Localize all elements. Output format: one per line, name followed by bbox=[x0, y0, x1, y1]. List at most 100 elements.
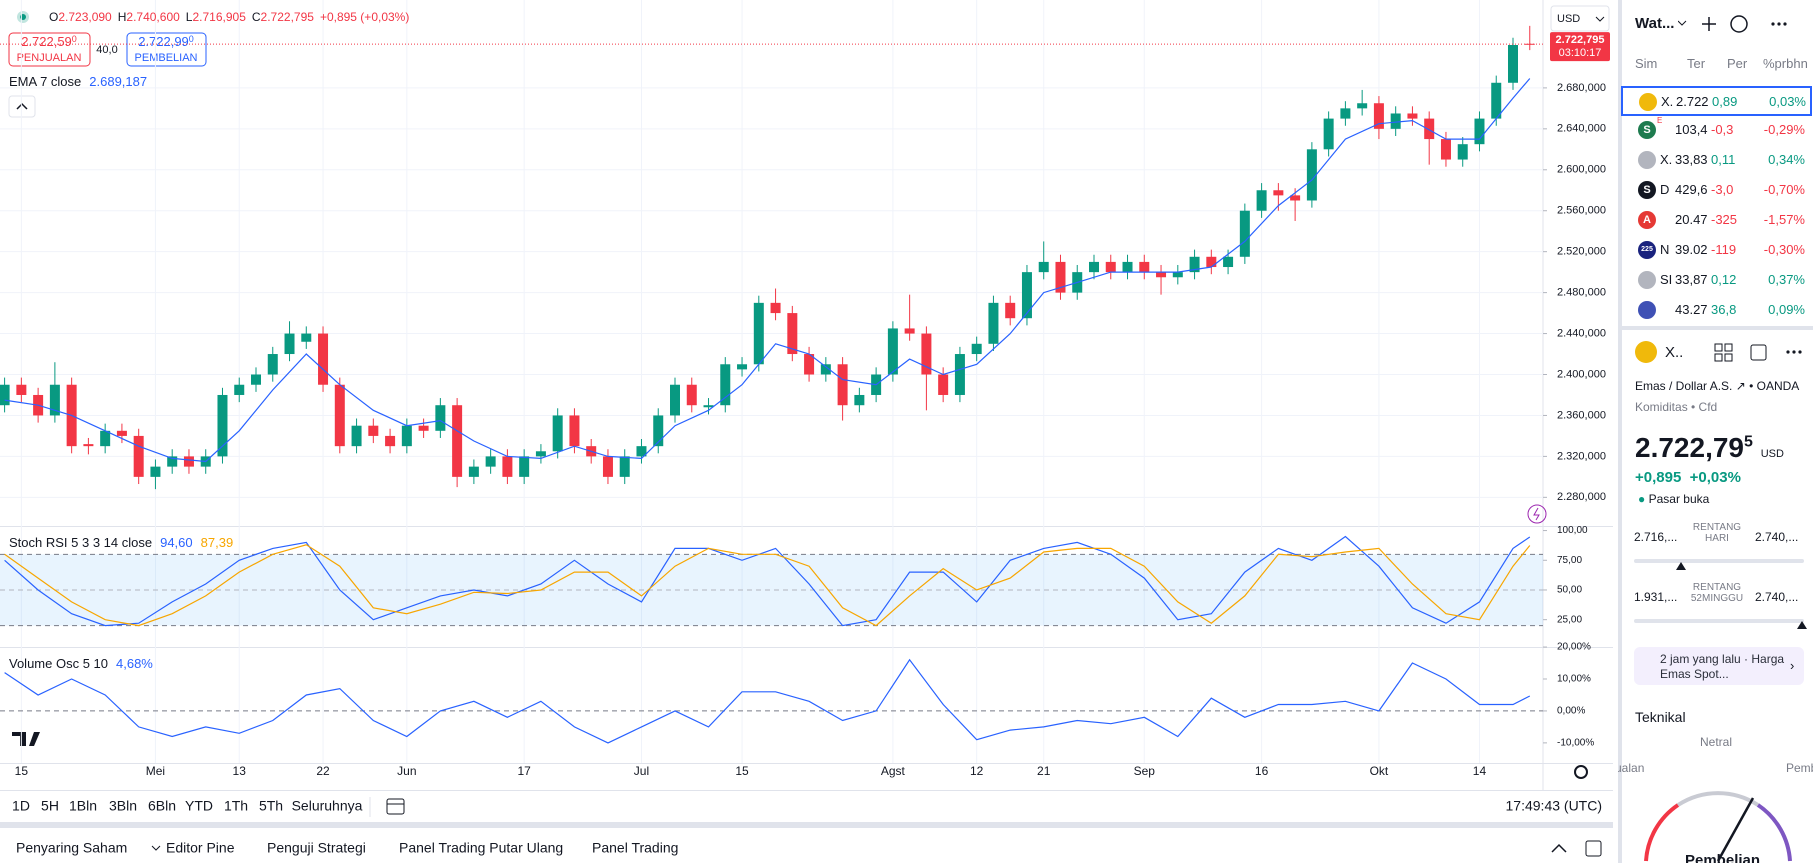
candle-body bbox=[1239, 210, 1250, 257]
column-header[interactable]: Sim bbox=[1635, 56, 1658, 71]
ohlc-key: L bbox=[186, 10, 193, 24]
gauge bbox=[1644, 791, 1792, 862]
watchlist-row[interactable]: SI 33,87 0,12 0,37% bbox=[1622, 266, 1809, 292]
row-change-pct: -0,30% bbox=[1763, 242, 1805, 257]
y-tick-label: 50,00 bbox=[1557, 585, 1582, 596]
watchlist-row[interactable]: 43.27 36,8 0,09% bbox=[1622, 296, 1809, 322]
timeframe-button[interactable]: 3Bln bbox=[109, 798, 137, 814]
collapse-button[interactable] bbox=[8, 95, 36, 118]
watchlist-row[interactable]: S D 429,6 -3,0 -0,70% bbox=[1622, 176, 1809, 202]
timeframe-button[interactable]: 1Bln bbox=[69, 798, 97, 814]
row-change: -3,0 bbox=[1711, 182, 1734, 197]
timeframe-button[interactable]: 5Th bbox=[259, 798, 283, 814]
gauge-needle bbox=[1716, 797, 1755, 862]
candle-body bbox=[468, 466, 479, 477]
y-tick-label: 2.560,000 bbox=[1557, 205, 1606, 217]
watchlist-row[interactable]: A 20.47 -325 -1,57% bbox=[1622, 206, 1809, 232]
bottom-tab[interactable]: Editor Pine bbox=[166, 840, 235, 856]
watchlist-title[interactable]: Wat... bbox=[1635, 15, 1675, 32]
price: 2.722,79 bbox=[1635, 432, 1744, 463]
legend-value: 2.689,187 bbox=[89, 74, 147, 89]
sell-price: 2.722,59 bbox=[21, 34, 72, 49]
legend-value: 94,60 bbox=[160, 535, 193, 550]
timeframe-button[interactable]: 1D bbox=[12, 798, 30, 814]
bottom-tab[interactable]: Panel Trading Putar Ulang bbox=[399, 840, 563, 856]
watchlist-row[interactable]: S E 103,4 -0,3 -0,29% bbox=[1622, 116, 1809, 142]
column-header[interactable]: Per bbox=[1727, 56, 1747, 71]
row-flag: E bbox=[1657, 116, 1663, 125]
candle-body bbox=[837, 364, 848, 406]
exchange: OANDA bbox=[1756, 379, 1800, 393]
price-tag bbox=[1550, 32, 1610, 62]
icon[interactable] bbox=[1714, 343, 1723, 352]
spread: 40,0 bbox=[96, 44, 117, 56]
price-tag-value: 2.722,795 bbox=[1556, 34, 1605, 46]
gauge-label: Netral bbox=[1700, 735, 1733, 749]
settings-icon[interactable] bbox=[1574, 765, 1588, 779]
candle-body bbox=[1373, 103, 1384, 129]
timeframe-button[interactable]: Seluruhnya bbox=[292, 798, 363, 814]
sell-price: 2.722,590 bbox=[21, 34, 77, 49]
candle-body bbox=[1021, 272, 1032, 319]
tab-chevron bbox=[151, 845, 161, 851]
candle-body bbox=[267, 354, 278, 375]
y-tick-label: 25,00 bbox=[1557, 614, 1582, 625]
candle-body bbox=[569, 415, 580, 447]
alert-icon-bolt bbox=[1533, 507, 1540, 521]
sell-button[interactable] bbox=[8, 32, 91, 67]
x-tick-label: 13 bbox=[233, 764, 247, 778]
timeframe-button[interactable]: 5H bbox=[41, 798, 59, 814]
edit-icon[interactable] bbox=[1750, 344, 1767, 361]
add-symbol[interactable] bbox=[1702, 17, 1716, 31]
bottom-tab[interactable]: Penguji Strategi bbox=[267, 840, 366, 856]
candle-body bbox=[49, 384, 60, 416]
column-header[interactable]: %prbhn bbox=[1763, 56, 1808, 71]
indicator-legend: Stoch RSI 5 3 3 14 close 94,60 87,39 bbox=[9, 535, 233, 550]
symbol-short[interactable]: X.. bbox=[1665, 344, 1684, 361]
candle-body bbox=[1005, 302, 1016, 319]
row-change: -0,3 bbox=[1711, 122, 1734, 137]
watchlist-row[interactable]: 225 N 39.02 -119 -0,30% bbox=[1622, 236, 1809, 262]
chart: 2.722,590 PENJUALAN 40,0 2.722,990 PEMBE… bbox=[0, 0, 1613, 857]
maximize-panel[interactable] bbox=[1585, 840, 1602, 857]
row-last: 20.47 bbox=[1675, 212, 1708, 227]
menu-dot[interactable] bbox=[1771, 22, 1775, 26]
section-divider bbox=[1622, 326, 1813, 330]
column-header[interactable]: Ter bbox=[1687, 56, 1706, 71]
buy-price: 2.722,990 bbox=[138, 34, 194, 49]
timeframe-button[interactable]: YTD bbox=[185, 798, 213, 814]
currency-dropdown[interactable] bbox=[1550, 5, 1610, 32]
watchlist-row[interactable]: X. 2.722 0,89 0,03% bbox=[1621, 86, 1812, 116]
candle-body bbox=[1256, 190, 1267, 211]
timeframe-button[interactable]: 6Bln bbox=[148, 798, 176, 814]
watchlist-row[interactable]: X. 33,83 0,11 0,34% bbox=[1622, 146, 1809, 172]
buy-button[interactable] bbox=[126, 32, 207, 67]
screener-icon[interactable] bbox=[1730, 15, 1748, 33]
candle-body bbox=[653, 415, 664, 447]
news-box[interactable] bbox=[1634, 647, 1804, 685]
date-range-button[interactable] bbox=[386, 798, 405, 815]
candle-body bbox=[787, 313, 798, 355]
candle-body bbox=[602, 456, 613, 477]
day-range-marker bbox=[1676, 562, 1686, 570]
timeframe-button[interactable]: 1Th bbox=[224, 798, 248, 814]
day-range-label: RENTANG HARI bbox=[1692, 522, 1742, 544]
candle-body bbox=[820, 364, 831, 375]
row-change-pct: 0,37% bbox=[1768, 272, 1805, 287]
alert-icon[interactable] bbox=[1527, 504, 1547, 524]
row-icon bbox=[1638, 271, 1656, 289]
bottom-tab[interactable]: Panel Trading bbox=[592, 840, 678, 856]
row-change-pct: 0,03% bbox=[1769, 94, 1806, 109]
y-tick-label: 2.360,000 bbox=[1557, 409, 1606, 421]
chevron[interactable] bbox=[1678, 20, 1687, 26]
row-change: 0,12 bbox=[1711, 272, 1737, 287]
candle-body bbox=[1457, 144, 1468, 160]
row-last: 103,4 bbox=[1675, 122, 1708, 137]
x-tick-label: 15 bbox=[15, 764, 29, 778]
gauge-label: Jualan bbox=[1618, 761, 1645, 775]
bottom-tab[interactable]: Penyaring Saham bbox=[16, 840, 127, 856]
collapse-panel[interactable] bbox=[1551, 843, 1567, 853]
row-symbol: X. bbox=[1660, 152, 1673, 167]
menu-dot[interactable] bbox=[1786, 350, 1790, 354]
candle-body bbox=[1357, 103, 1368, 109]
